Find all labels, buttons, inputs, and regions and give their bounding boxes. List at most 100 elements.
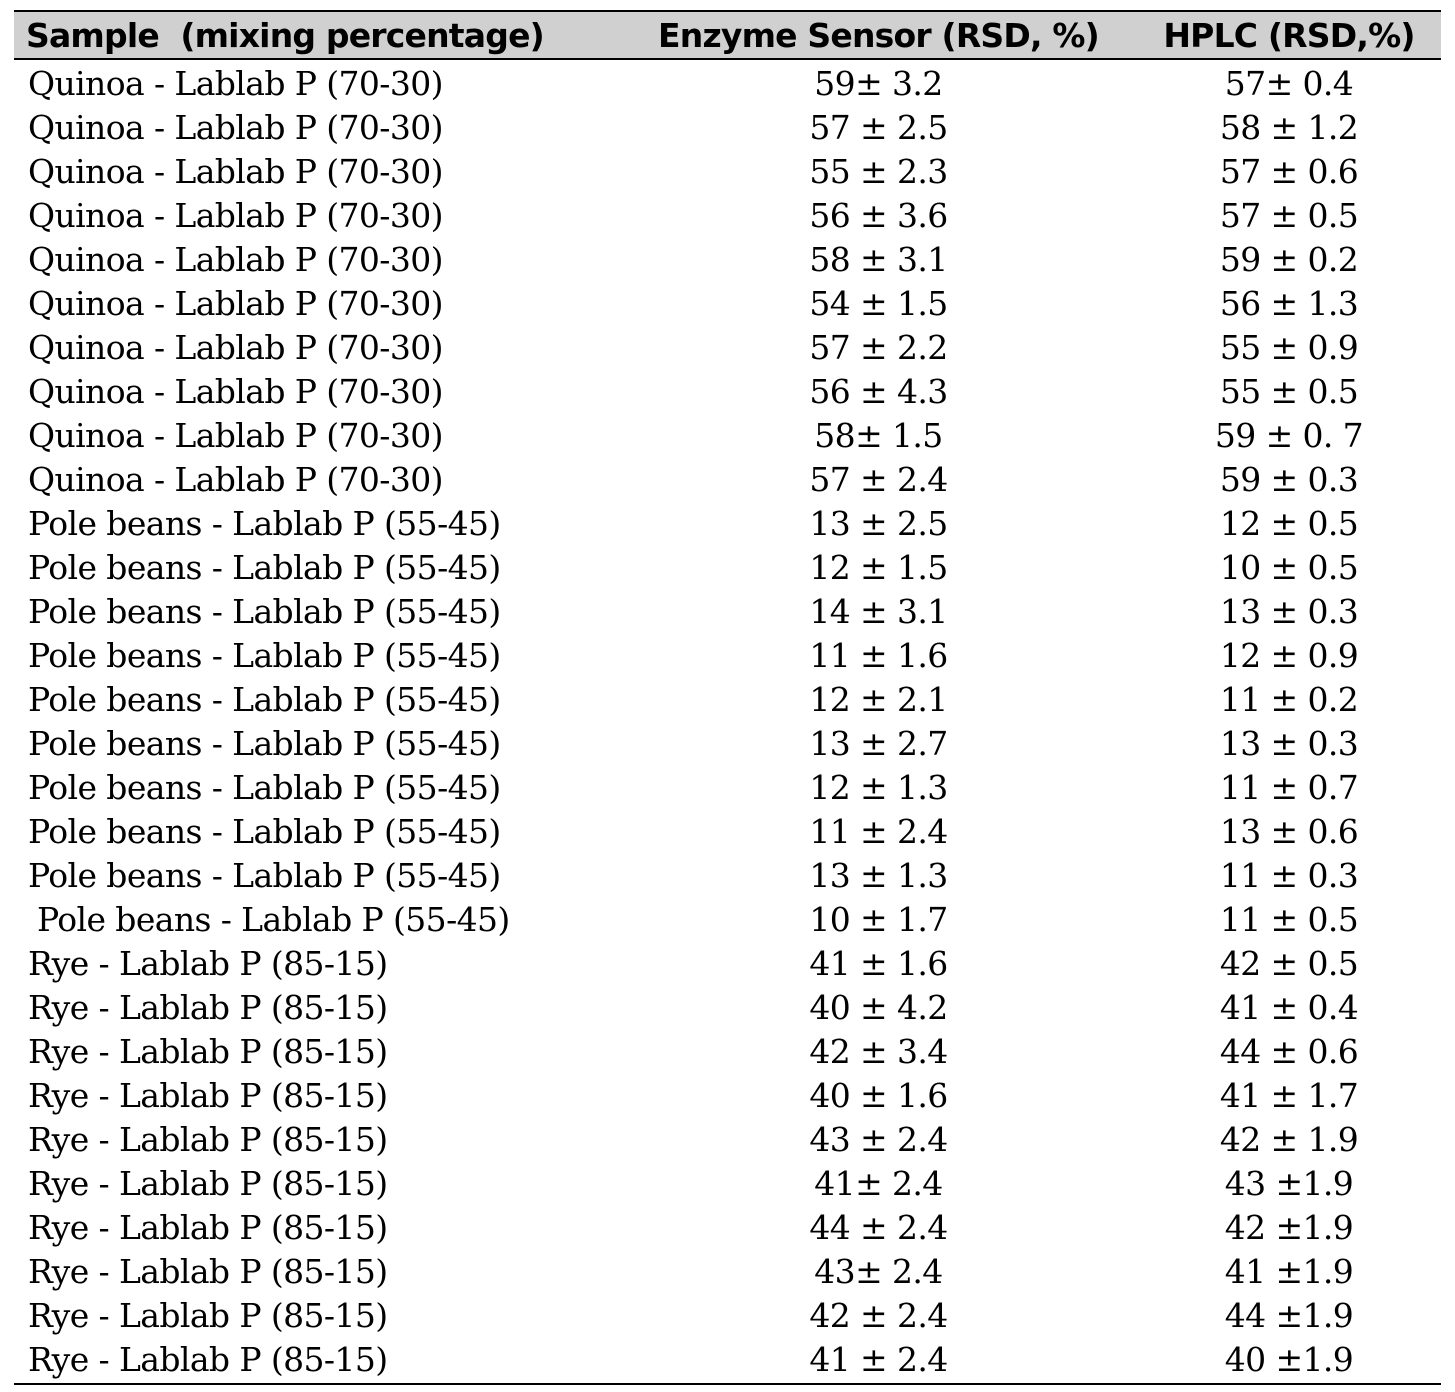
- cell-hplc: 13 ± 0.6: [1219, 811, 1359, 851]
- cell-enzyme-sensor: 11 ± 2.4: [809, 811, 948, 851]
- cell-hplc: 59 ± 0.3: [1219, 459, 1359, 499]
- cell-sample: Rye - Lablab P (85-15): [28, 943, 388, 983]
- table-row: Pole beans - Lablab P (55-45) 11 ± 1.6 12 …: [14, 633, 1441, 677]
- cell-enzyme-sensor: 41 ± 1.6: [809, 943, 948, 983]
- table-row: Rye - Lablab P (85-15) 41 ± 2.4 40 ±1.9: [14, 1337, 1441, 1381]
- cell-sample: Pole beans - Lablab P (55-45): [28, 855, 501, 895]
- cell-sample: Pole beans - Lablab P (55-45): [28, 547, 501, 587]
- cell-enzyme-sensor: 44 ± 2.4: [809, 1207, 948, 1247]
- cell-hplc: 55 ± 0.5: [1219, 371, 1359, 411]
- cell-enzyme-sensor: 41± 2.4: [814, 1163, 943, 1203]
- cell-hplc: 57 ± 0.6: [1219, 151, 1359, 191]
- cell-sample: Quinoa - Lablab P (70-30): [28, 195, 444, 235]
- cell-enzyme-sensor: 57 ± 2.5: [809, 107, 948, 147]
- cell-sample: Rye - Lablab P (85-15): [28, 1075, 388, 1115]
- cell-hplc: 59 ± 0. 7: [1214, 415, 1364, 455]
- cell-hplc: 41 ± 1.7: [1219, 1075, 1359, 1115]
- cell-sample: Rye - Lablab P (85-15): [28, 1119, 388, 1159]
- cell-hplc: 42 ± 1.9: [1219, 1119, 1359, 1159]
- cell-hplc: 41 ± 0.4: [1219, 987, 1359, 1027]
- cell-sample: Quinoa - Lablab P (70-30): [28, 151, 444, 191]
- cell-hplc: 12 ± 0.5: [1219, 503, 1359, 543]
- cell-sample: Pole beans - Lablab P (55-45): [28, 591, 501, 631]
- cell-sample: Pole beans - Lablab P (55-45): [28, 767, 501, 807]
- cell-hplc: 41 ±1.9: [1224, 1251, 1354, 1291]
- cell-enzyme-sensor: 13 ± 2.7: [809, 723, 948, 763]
- table-row: Quinoa - Lablab P (70-30) 58 ± 3.1 59 ± 0.…: [14, 237, 1441, 281]
- table-header: Sample (mixing percentage) Enzyme Sensor…: [14, 12, 1441, 60]
- header-enzyme-sensor: Enzyme Sensor (RSD, %): [658, 15, 1100, 55]
- table-row: Quinoa - Lablab P (70-30) 59± 3.2 57± 0.4: [14, 61, 1441, 105]
- cell-sample: Pole beans - Lablab P (55-45): [28, 679, 501, 719]
- cell-sample: Pole beans - Lablab P (55-45): [37, 899, 510, 939]
- cell-sample: Rye - Lablab P (85-15): [28, 1251, 388, 1291]
- cell-hplc: 59 ± 0.2: [1219, 239, 1359, 279]
- cell-enzyme-sensor: 12 ± 1.5: [809, 547, 948, 587]
- cell-hplc: 40 ±1.9: [1224, 1339, 1354, 1379]
- cell-enzyme-sensor: 43 ± 2.4: [809, 1119, 948, 1159]
- cell-enzyme-sensor: 41 ± 2.4: [809, 1339, 948, 1379]
- cell-sample: Pole beans - Lablab P (55-45): [28, 503, 501, 543]
- cell-sample: Quinoa - Lablab P (70-30): [28, 239, 444, 279]
- top-rule: [14, 10, 1441, 12]
- table-row: Pole beans - Lablab P (55-45) 10 ± 1.7 11 …: [14, 897, 1441, 941]
- cell-sample: Rye - Lablab P (85-15): [28, 1295, 388, 1335]
- table-row: Quinoa - Lablab P (70-30) 56 ± 3.6 57 ± 0.…: [14, 193, 1441, 237]
- cell-enzyme-sensor: 40 ± 1.6: [809, 1075, 948, 1115]
- cell-hplc: 55 ± 0.9: [1219, 327, 1359, 367]
- cell-sample: Rye - Lablab P (85-15): [28, 1207, 388, 1247]
- cell-enzyme-sensor: 54 ± 1.5: [809, 283, 948, 323]
- table-row: Pole beans - Lablab P (55-45) 11 ± 2.4 13 …: [14, 809, 1441, 853]
- table-row: Quinoa - Lablab P (70-30) 57 ± 2.4 59 ± 0.…: [14, 457, 1441, 501]
- cell-hplc: 44 ±1.9: [1224, 1295, 1354, 1335]
- cell-hplc: 12 ± 0.9: [1219, 635, 1359, 675]
- cell-enzyme-sensor: 59± 3.2: [814, 63, 943, 103]
- table-row: Pole beans - Lablab P (55-45) 14 ± 3.1 13 …: [14, 589, 1441, 633]
- table-row: Rye - Lablab P (85-15) 42 ± 3.4 44 ± 0.6: [14, 1029, 1441, 1073]
- table-row: Pole beans - Lablab P (55-45) 13 ± 2.7 13 …: [14, 721, 1441, 765]
- cell-sample: Quinoa - Lablab P (70-30): [28, 371, 444, 411]
- cell-sample: Quinoa - Lablab P (70-30): [28, 283, 444, 323]
- table-row: Pole beans - Lablab P (55-45) 13 ± 2.5 12 …: [14, 501, 1441, 545]
- cell-hplc: 42 ± 0.5: [1219, 943, 1359, 983]
- table-row: Rye - Lablab P (85-15) 40 ± 1.6 41 ± 1.7: [14, 1073, 1441, 1117]
- cell-enzyme-sensor: 56 ± 3.6: [809, 195, 948, 235]
- cell-enzyme-sensor: 56 ± 4.3: [809, 371, 948, 411]
- table-row: Pole beans - Lablab P (55-45) 12 ± 1.5 10 …: [14, 545, 1441, 589]
- cell-hplc: 58 ± 1.2: [1219, 107, 1359, 147]
- cell-enzyme-sensor: 40 ± 4.2: [809, 987, 948, 1027]
- cell-hplc: 43 ±1.9: [1224, 1163, 1354, 1203]
- cell-sample: Quinoa - Lablab P (70-30): [28, 63, 444, 103]
- cell-hplc: 13 ± 0.3: [1219, 723, 1359, 763]
- cell-sample: Quinoa - Lablab P (70-30): [28, 459, 444, 499]
- table-row: Quinoa - Lablab P (70-30) 54 ± 1.5 56 ± 1.…: [14, 281, 1441, 325]
- table-row: Rye - Lablab P (85-15) 44 ± 2.4 42 ±1.9: [14, 1205, 1441, 1249]
- cell-enzyme-sensor: 58 ± 3.1: [809, 239, 948, 279]
- cell-hplc: 11 ± 0.3: [1219, 855, 1359, 895]
- cell-sample: Rye - Lablab P (85-15): [28, 1031, 388, 1071]
- table-row: Quinoa - Lablab P (70-30) 56 ± 4.3 55 ± 0.…: [14, 369, 1441, 413]
- cell-sample: Rye - Lablab P (85-15): [28, 1163, 388, 1203]
- cell-hplc: 57± 0.4: [1224, 63, 1354, 103]
- cell-enzyme-sensor: 11 ± 1.6: [809, 635, 948, 675]
- cell-sample: Pole beans - Lablab P (55-45): [28, 635, 501, 675]
- cell-hplc: 13 ± 0.3: [1219, 591, 1359, 631]
- cell-hplc: 11 ± 0.5: [1219, 899, 1359, 939]
- cell-enzyme-sensor: 13 ± 2.5: [809, 503, 948, 543]
- table-row: Rye - Lablab P (85-15) 41 ± 1.6 42 ± 0.5: [14, 941, 1441, 985]
- cell-hplc: 10 ± 0.5: [1219, 547, 1359, 587]
- table-row: Quinoa - Lablab P (70-30) 57 ± 2.2 55 ± 0.…: [14, 325, 1441, 369]
- cell-sample: Pole beans - Lablab P (55-45): [28, 811, 501, 851]
- cell-enzyme-sensor: 57 ± 2.4: [809, 459, 948, 499]
- cell-sample: Quinoa - Lablab P (70-30): [28, 107, 444, 147]
- cell-enzyme-sensor: 13 ± 1.3: [809, 855, 948, 895]
- cell-enzyme-sensor: 58± 1.5: [814, 415, 943, 455]
- header-sample: Sample (mixing percentage): [26, 15, 545, 55]
- cell-enzyme-sensor: 12 ± 2.1: [809, 679, 948, 719]
- cell-enzyme-sensor: 42 ± 3.4: [809, 1031, 948, 1071]
- table-row: Rye - Lablab P (85-15) 40 ± 4.2 41 ± 0.4: [14, 985, 1441, 1029]
- cell-hplc: 44 ± 0.6: [1219, 1031, 1359, 1071]
- bottom-rule: [14, 1383, 1441, 1385]
- table-row: Quinoa - Lablab P (70-30) 57 ± 2.5 58 ± 1.…: [14, 105, 1441, 149]
- cell-enzyme-sensor: 14 ± 3.1: [809, 591, 948, 631]
